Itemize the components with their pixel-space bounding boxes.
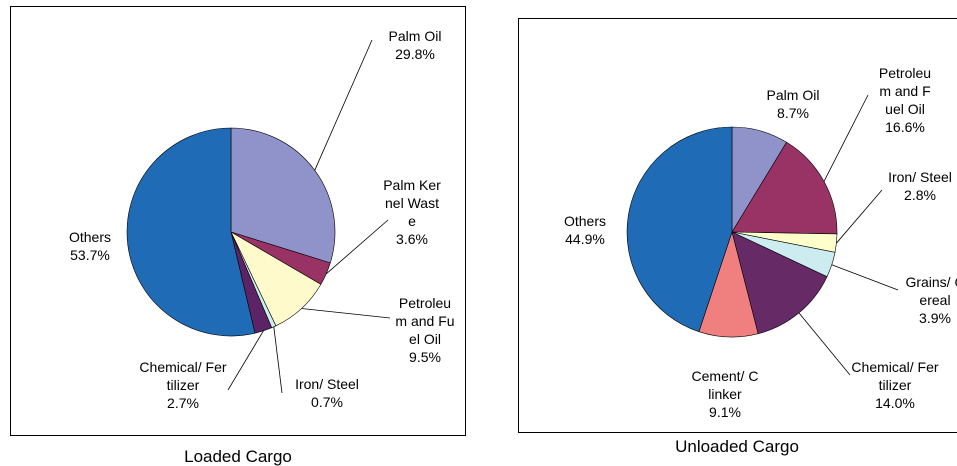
- category-label: Grains/ Cereal: [905, 274, 957, 308]
- category-label: Petroleum and Fuel Oil: [878, 65, 932, 117]
- chart-title: Loaded Cargo: [184, 447, 292, 466]
- leader-line: [823, 94, 869, 182]
- slice-label: Cement/ Clinker 9.1%: [690, 367, 760, 421]
- category-label: Others: [563, 213, 606, 229]
- leader-line: [227, 330, 264, 391]
- slice-label: Chemical/ Fertilizer 2.7%: [138, 358, 228, 412]
- leader-line: [831, 264, 899, 291]
- leader-line: [836, 189, 883, 244]
- slice-label: Others 53.7%: [55, 228, 125, 264]
- pie-slice: [626, 126, 733, 333]
- category-label: Iron/ Steel: [295, 376, 359, 392]
- slice-label: Grains/ Cereal 3.9%: [904, 273, 957, 327]
- value-label: 16.6%: [885, 119, 925, 135]
- leader-line: [301, 308, 391, 319]
- category-label: Others: [68, 229, 111, 245]
- slice-label: Iron/ Steel 0.7%: [287, 375, 367, 411]
- value-label: 29.8%: [395, 46, 435, 62]
- slice-label: Iron/ Steel 2.8%: [880, 168, 957, 204]
- pie-slice: [731, 141, 838, 235]
- leader-line: [798, 312, 851, 376]
- pie-slice: [731, 231, 828, 335]
- plot-frame: [518, 18, 957, 433]
- value-label: 9.1%: [709, 404, 741, 420]
- leader-line: [314, 39, 373, 171]
- value-label: 2.8%: [904, 187, 936, 203]
- value-label: 53.7%: [70, 247, 110, 263]
- value-label: 0.7%: [311, 394, 343, 410]
- value-label: 3.6%: [396, 231, 428, 247]
- category-label: Palm Kernel Waste: [383, 177, 441, 229]
- category-label: Palm Oil: [766, 87, 820, 103]
- value-label: 3.9%: [919, 310, 951, 326]
- pie-slice: [126, 127, 256, 337]
- chart-title: Unloaded Cargo: [675, 437, 799, 456]
- leader-line: [273, 326, 283, 394]
- value-label: 9.5%: [409, 349, 441, 365]
- category-label: Cement/ Clinker: [691, 368, 759, 402]
- pie-slice: [230, 127, 336, 264]
- slice-label: Petroleum and Fuel Oil 16.6%: [877, 64, 933, 136]
- value-label: 44.9%: [565, 231, 605, 247]
- category-label: Petroleum and Fuel Oil: [395, 295, 455, 347]
- slice-label: Palm Kernel Waste 3.6%: [382, 176, 442, 248]
- slice-label: Chemical/ Fertilizer 14.0%: [850, 358, 940, 412]
- slice-label: Others 44.9%: [550, 212, 620, 248]
- value-label: 2.7%: [167, 395, 199, 411]
- category-label: Iron/ Steel: [888, 169, 952, 185]
- slice-label: Palm Oil 8.7%: [753, 86, 833, 122]
- value-label: 14.0%: [875, 395, 915, 411]
- slice-label: Petroleum and Fuel Oil 9.5%: [394, 294, 456, 366]
- value-label: 8.7%: [777, 105, 809, 121]
- leader-line: [325, 219, 389, 275]
- plot-frame: [10, 6, 466, 436]
- slice-label: Palm Oil 29.8%: [375, 27, 455, 63]
- category-label: Chemical/ Fertilizer: [139, 359, 227, 393]
- category-label: Chemical/ Fertilizer: [851, 359, 939, 393]
- category-label: Palm Oil: [388, 28, 442, 44]
